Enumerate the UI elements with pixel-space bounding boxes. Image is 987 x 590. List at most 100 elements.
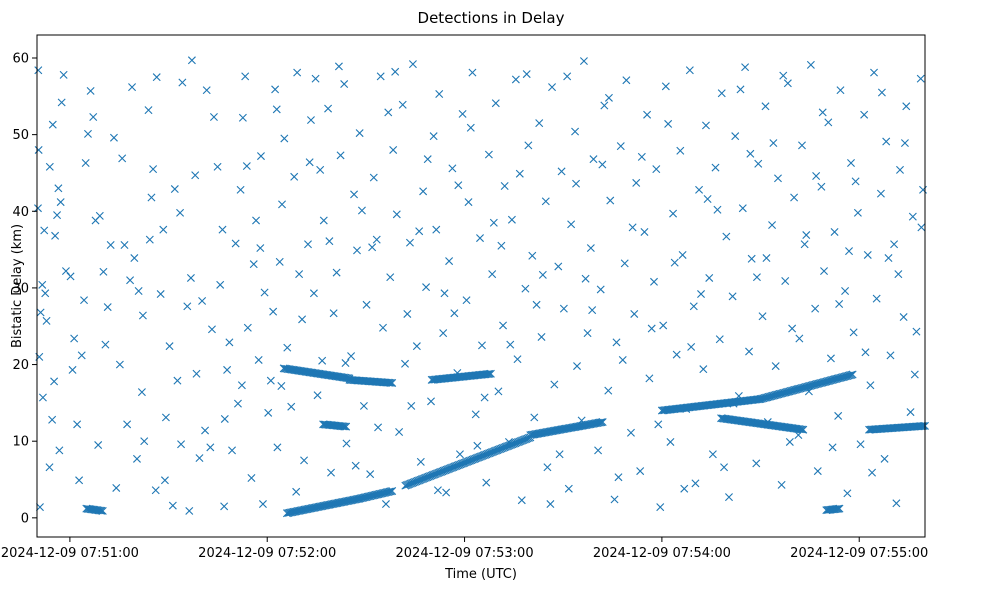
x-axis-label: Time (UTC) — [444, 567, 517, 582]
data-point-marker — [834, 411, 843, 420]
data-point-marker — [126, 276, 135, 285]
data-point-marker — [461, 458, 470, 467]
data-point-marker — [834, 504, 843, 513]
data-point-marker — [38, 393, 47, 402]
data-point-marker — [290, 172, 299, 181]
data-point-marker — [548, 83, 557, 92]
data-point-marker — [543, 463, 552, 472]
data-point-marker — [45, 162, 54, 171]
data-point-marker — [405, 238, 414, 247]
data-point-marker — [788, 324, 797, 333]
data-point-marker — [118, 154, 127, 163]
data-point-marker — [813, 467, 822, 476]
data-point-marker — [768, 221, 777, 230]
data-point-marker — [132, 454, 141, 463]
data-point-marker — [680, 484, 689, 493]
data-point-marker — [266, 376, 275, 385]
data-point-marker — [489, 218, 498, 227]
y-tick-label: 20 — [12, 358, 29, 373]
data-point-marker — [243, 323, 252, 332]
data-point-marker — [468, 68, 477, 77]
data-point-marker — [847, 159, 855, 167]
data-point-marker — [489, 447, 498, 456]
chart-title: Detections in Delay — [418, 9, 565, 27]
data-point-marker — [55, 446, 64, 455]
data-point-marker — [557, 167, 566, 176]
data-point-marker — [83, 129, 92, 138]
data-point-marker — [564, 484, 573, 493]
data-point-marker — [283, 343, 292, 352]
y-tick-label: 10 — [12, 435, 29, 450]
data-point-marker — [645, 374, 654, 383]
data-point-marker — [520, 435, 529, 444]
data-point-marker — [697, 290, 706, 299]
data-point-marker — [745, 347, 754, 356]
data-point-marker — [68, 365, 77, 374]
data-point-marker — [720, 463, 729, 472]
data-point-marker — [516, 437, 525, 446]
data-point-marker — [796, 425, 805, 434]
data-point-marker — [573, 362, 582, 371]
data-point-marker — [912, 327, 921, 336]
data-point-marker — [908, 212, 917, 221]
data-point-marker — [156, 290, 165, 299]
data-point-marker — [220, 414, 229, 423]
data-point-marker — [484, 150, 493, 159]
data-point-marker — [441, 466, 450, 475]
data-point-marker — [305, 158, 314, 167]
data-point-marker — [890, 240, 899, 249]
data-point-marker — [165, 342, 174, 351]
data-point-marker — [70, 334, 79, 343]
data-point-marker — [405, 480, 414, 489]
data-point-marker — [894, 270, 903, 279]
data-point-marker — [689, 302, 698, 311]
data-point-marker — [249, 260, 258, 269]
data-point-marker — [537, 332, 546, 341]
data-point-marker — [741, 63, 750, 72]
data-point-marker — [432, 225, 441, 234]
data-point-marker — [408, 60, 417, 69]
data-point-marker — [313, 391, 322, 400]
data-point-marker — [797, 425, 806, 434]
data-point-marker — [419, 187, 428, 196]
data-point-marker — [443, 465, 452, 474]
data-point-marker — [123, 420, 132, 429]
data-point-marker — [490, 447, 499, 456]
data-point-marker — [487, 448, 496, 457]
data-point-marker — [450, 462, 459, 471]
data-point-marker — [886, 351, 895, 360]
data-point-marker — [101, 340, 110, 349]
data-point-marker — [851, 177, 860, 186]
data-point-marker — [868, 468, 877, 477]
data-point-marker — [445, 464, 454, 473]
data-point-marker — [872, 294, 881, 303]
data-point-marker — [147, 193, 156, 202]
data-point-marker — [298, 315, 307, 324]
data-point-marker — [448, 463, 457, 472]
data-point-marker — [173, 376, 182, 385]
data-point-marker — [600, 101, 609, 110]
data-point-marker — [596, 285, 605, 294]
data-point-marker — [758, 312, 767, 321]
data-point-marker — [485, 369, 494, 378]
data-point-marker — [442, 488, 451, 497]
data-point-marker — [483, 449, 492, 458]
data-point-marker — [384, 108, 393, 117]
data-point-marker — [849, 328, 858, 337]
data-point-marker — [295, 270, 304, 279]
data-point-marker — [835, 300, 844, 308]
data-point-marker — [275, 257, 284, 266]
data-point-marker — [769, 139, 778, 148]
data-point-marker — [271, 85, 280, 94]
data-point-marker — [884, 254, 893, 263]
data-point-marker — [258, 500, 267, 509]
y-tick-label: 60 — [12, 51, 29, 66]
data-point-marker — [476, 234, 485, 243]
data-point-marker — [724, 493, 733, 502]
data-point-marker — [437, 467, 446, 476]
x-tick-label: 2024-12-09 07:51:00 — [1, 546, 139, 561]
data-point-marker — [836, 86, 845, 95]
data-point-marker — [89, 113, 98, 121]
data-point-marker — [643, 110, 652, 119]
data-point-marker — [485, 449, 494, 458]
